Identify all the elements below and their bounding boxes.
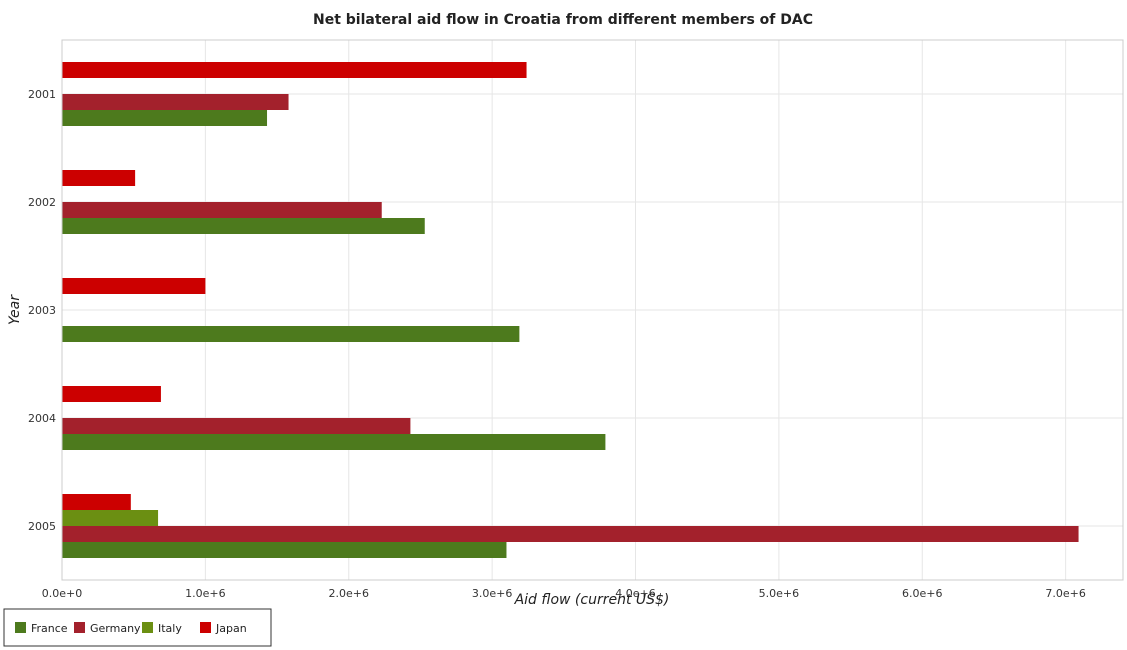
legend-label-france: France <box>31 622 68 635</box>
x-tick-label: 5.0e+6 <box>759 587 799 600</box>
x-tick-label: 2.0e+6 <box>329 587 369 600</box>
legend-label-germany: Germany <box>90 622 141 635</box>
legend-label-italy: Italy <box>158 622 182 635</box>
bars <box>62 62 1079 558</box>
x-axis-label: Aid flow (current US$) <box>514 592 670 608</box>
legend-swatch-japan <box>200 622 211 633</box>
y-axis-label: Year <box>7 294 23 325</box>
legend-swatch-italy <box>142 622 153 633</box>
bar-germany-2001 <box>62 94 289 110</box>
plot-frame <box>61 39 1124 581</box>
x-tick-label: 0.0e+0 <box>42 587 82 600</box>
bar-japan-2002 <box>62 170 136 186</box>
bar-germany-2004 <box>62 418 411 434</box>
bar-japan-2004 <box>62 386 161 402</box>
x-tick-label: 1.0e+6 <box>185 587 225 600</box>
y-tick-label: 2005 <box>28 520 56 533</box>
legend: France Germany Italy Japan <box>3 608 272 647</box>
bar-france-2001 <box>62 110 268 126</box>
x-tick-label: 4.0e+6 <box>615 587 655 600</box>
y-tick-label: 2004 <box>28 412 56 425</box>
legend-label-japan: Japan <box>215 622 247 635</box>
x-ticks: 0.0e+0 1.0e+6 2.0e+6 3.0e+6 4.0e+6 5.0e+6 6.0e… <box>42 587 1086 600</box>
bar-italy-2005 <box>62 510 159 526</box>
bar-france-2004 <box>62 434 606 450</box>
bar-germany-2005 <box>62 526 1079 542</box>
y-ticks: 2001 2002 2003 2004 2005 <box>28 88 56 533</box>
y-tick-label: 2002 <box>28 196 56 209</box>
axes <box>61 39 1124 581</box>
x-tick-label: 3.0e+6 <box>472 587 512 600</box>
bar-france-2002 <box>62 218 425 234</box>
y-tick-label: 2001 <box>28 88 56 101</box>
legend-box <box>3 608 272 647</box>
chart-title: Net bilateral aid flow in Croatia from d… <box>313 12 813 28</box>
bar-japan-2003 <box>62 278 206 294</box>
bar-japan-2005 <box>62 494 131 510</box>
bar-japan-2001 <box>62 62 527 78</box>
x-tick-label: 6.0e+6 <box>902 587 942 600</box>
legend-swatch-france <box>15 622 26 633</box>
x-tick-label: 7.0e+6 <box>1045 587 1085 600</box>
legend-swatch-germany <box>74 622 85 633</box>
y-tick-label: 2003 <box>28 304 56 317</box>
bar-germany-2002 <box>62 202 382 218</box>
bar-france-2005 <box>62 542 507 558</box>
bar-france-2003 <box>62 326 520 342</box>
